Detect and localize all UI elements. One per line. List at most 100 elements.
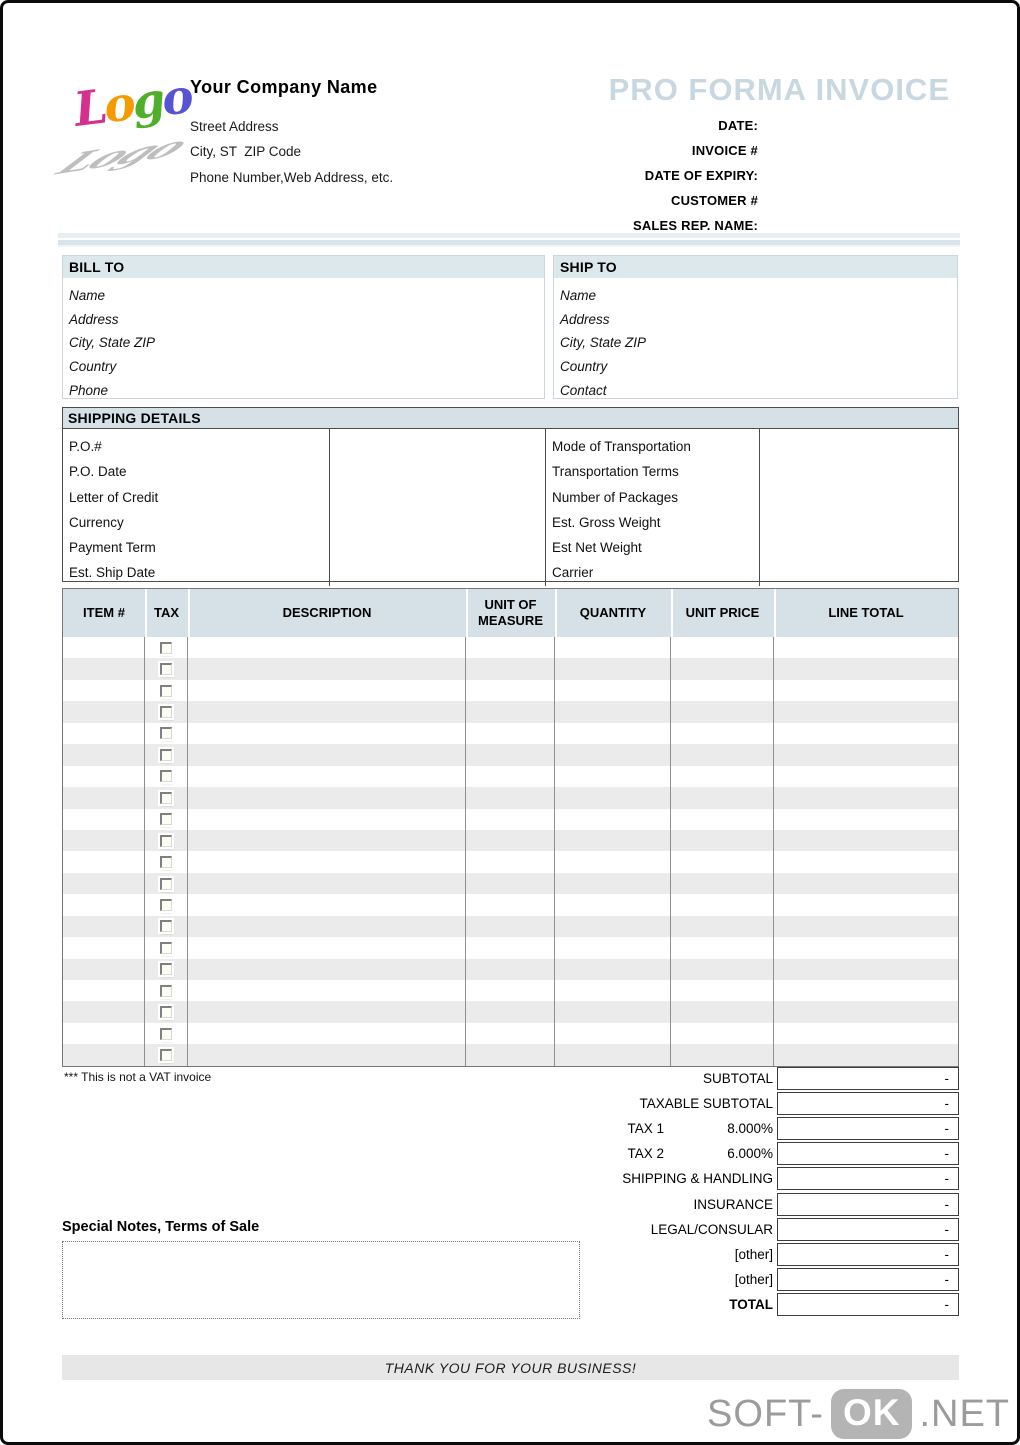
item-cell[interactable] bbox=[63, 915, 145, 938]
item-cell[interactable] bbox=[671, 915, 774, 938]
item-cell[interactable] bbox=[63, 722, 145, 745]
item-cell[interactable] bbox=[63, 679, 145, 702]
item-cell[interactable] bbox=[188, 980, 466, 1002]
totals-value-cell[interactable]: - bbox=[777, 1092, 959, 1116]
tax-cell[interactable] bbox=[145, 872, 188, 895]
item-cell[interactable] bbox=[466, 679, 555, 702]
item-cell[interactable] bbox=[188, 872, 466, 895]
item-cell[interactable] bbox=[671, 1022, 774, 1045]
item-cell[interactable] bbox=[188, 851, 466, 873]
item-cell[interactable] bbox=[63, 808, 145, 830]
tax-checkbox[interactable] bbox=[160, 1027, 172, 1040]
tax-cell[interactable] bbox=[145, 851, 188, 873]
item-cell[interactable] bbox=[671, 980, 774, 1002]
tax-cell[interactable] bbox=[145, 787, 188, 809]
tax-checkbox[interactable] bbox=[160, 941, 172, 954]
item-cell[interactable] bbox=[555, 744, 671, 766]
item-cell[interactable] bbox=[63, 958, 145, 980]
item-cell[interactable] bbox=[774, 723, 958, 744]
item-cell[interactable] bbox=[63, 851, 145, 873]
item-cell[interactable] bbox=[466, 637, 555, 659]
item-cell[interactable] bbox=[555, 1001, 671, 1023]
item-cell[interactable] bbox=[555, 851, 671, 873]
item-cell[interactable] bbox=[188, 637, 466, 659]
item-cell[interactable] bbox=[774, 680, 958, 701]
item-cell[interactable] bbox=[671, 829, 774, 852]
item-cell[interactable] bbox=[63, 744, 145, 766]
item-cell[interactable] bbox=[466, 787, 555, 809]
item-cell[interactable] bbox=[466, 872, 555, 895]
tax-checkbox[interactable] bbox=[160, 706, 172, 719]
item-cell[interactable] bbox=[555, 658, 671, 680]
item-cell[interactable] bbox=[671, 958, 774, 980]
tax-cell[interactable] bbox=[145, 894, 188, 916]
item-cell[interactable] bbox=[466, 722, 555, 745]
item-cell[interactable] bbox=[555, 1022, 671, 1045]
tax-cell[interactable] bbox=[145, 765, 188, 788]
item-cell[interactable] bbox=[671, 679, 774, 702]
tax-checkbox[interactable] bbox=[160, 641, 172, 654]
tax-checkbox[interactable] bbox=[160, 1006, 172, 1019]
ship-to-country-cell[interactable]: Country bbox=[560, 359, 608, 375]
item-cell[interactable] bbox=[774, 873, 958, 894]
tax-cell[interactable] bbox=[145, 980, 188, 1002]
item-cell[interactable] bbox=[466, 980, 555, 1002]
tax-checkbox[interactable] bbox=[160, 856, 172, 869]
item-cell[interactable] bbox=[188, 744, 466, 766]
bill-to-city-cell[interactable]: City, State ZIP bbox=[69, 335, 156, 351]
item-cell[interactable] bbox=[555, 808, 671, 830]
totals-value-cell[interactable]: - bbox=[777, 1142, 959, 1166]
item-cell[interactable] bbox=[555, 765, 671, 788]
tax-cell[interactable] bbox=[145, 937, 188, 959]
tax-cell[interactable] bbox=[145, 1044, 188, 1066]
tax-checkbox[interactable] bbox=[160, 727, 172, 740]
item-cell[interactable] bbox=[774, 701, 958, 722]
tax-checkbox[interactable] bbox=[160, 748, 172, 761]
item-cell[interactable] bbox=[63, 787, 145, 809]
item-cell[interactable] bbox=[555, 787, 671, 809]
tax-cell[interactable] bbox=[145, 701, 188, 723]
ship-to-contact-cell[interactable]: Contact bbox=[560, 382, 607, 398]
item-cell[interactable] bbox=[466, 701, 555, 723]
item-cell[interactable] bbox=[774, 894, 958, 915]
bill-to-phone-cell[interactable]: Phone bbox=[69, 382, 109, 398]
item-cell[interactable] bbox=[671, 744, 774, 766]
totals-value-cell[interactable]: - bbox=[777, 1117, 959, 1141]
item-cell[interactable] bbox=[188, 679, 466, 702]
tax-cell[interactable] bbox=[145, 722, 188, 745]
item-cell[interactable] bbox=[555, 915, 671, 938]
item-cell[interactable] bbox=[774, 809, 958, 830]
item-cell[interactable] bbox=[555, 679, 671, 702]
ship-to-address-cell[interactable]: Address bbox=[560, 311, 610, 327]
item-cell[interactable] bbox=[63, 765, 145, 788]
item-cell[interactable] bbox=[555, 701, 671, 723]
item-cell[interactable] bbox=[774, 637, 958, 658]
item-cell[interactable] bbox=[671, 894, 774, 916]
item-cell[interactable] bbox=[188, 808, 466, 830]
tax-checkbox[interactable] bbox=[160, 770, 172, 783]
item-cell[interactable] bbox=[63, 637, 145, 659]
item-cell[interactable] bbox=[188, 1022, 466, 1045]
tax-checkbox[interactable] bbox=[160, 963, 172, 976]
item-cell[interactable] bbox=[63, 1022, 145, 1045]
item-cell[interactable] bbox=[63, 872, 145, 895]
tax-checkbox[interactable] bbox=[160, 684, 172, 697]
item-cell[interactable] bbox=[774, 787, 958, 808]
item-cell[interactable] bbox=[188, 829, 466, 852]
item-cell[interactable] bbox=[774, 658, 958, 679]
item-cell[interactable] bbox=[466, 808, 555, 830]
item-cell[interactable] bbox=[671, 658, 774, 680]
item-cell[interactable] bbox=[555, 894, 671, 916]
totals-value-cell[interactable]: - bbox=[777, 1192, 959, 1216]
tax-cell[interactable] bbox=[145, 679, 188, 702]
tax-checkbox[interactable] bbox=[160, 663, 172, 676]
item-cell[interactable] bbox=[774, 980, 958, 1001]
tax-checkbox[interactable] bbox=[160, 920, 172, 933]
item-cell[interactable] bbox=[188, 1001, 466, 1023]
item-cell[interactable] bbox=[671, 787, 774, 809]
item-cell[interactable] bbox=[188, 701, 466, 723]
item-cell[interactable] bbox=[63, 1044, 145, 1066]
item-cell[interactable] bbox=[63, 1001, 145, 1023]
tax-cell[interactable] bbox=[145, 1001, 188, 1023]
item-cell[interactable] bbox=[466, 894, 555, 916]
